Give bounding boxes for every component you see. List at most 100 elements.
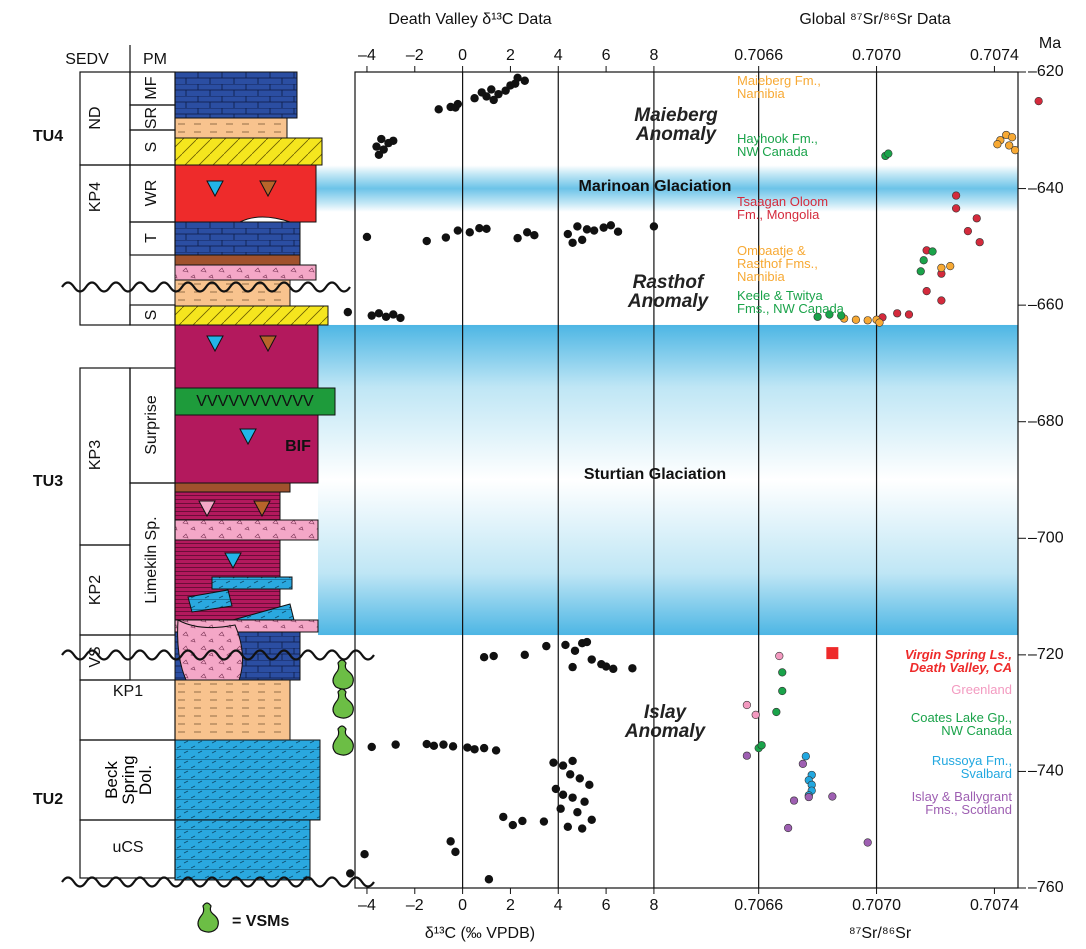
point <box>368 311 376 319</box>
point <box>576 774 584 782</box>
sedv-unit: VS <box>87 646 104 667</box>
point <box>905 311 913 319</box>
x-tick-label: 4 <box>554 47 563 64</box>
point <box>463 743 471 751</box>
point <box>994 140 1002 148</box>
point <box>938 264 946 272</box>
point <box>501 86 509 94</box>
point <box>799 760 807 768</box>
spanning-unit: KP1 <box>113 683 143 700</box>
y-tick-label: –620 <box>1028 63 1064 80</box>
x-axis-label: ⁸⁷Sr/⁸⁶Sr <box>849 925 912 942</box>
point <box>389 310 397 318</box>
point <box>923 287 931 295</box>
point <box>585 781 593 789</box>
point <box>752 711 760 719</box>
point <box>446 837 454 845</box>
point <box>518 817 526 825</box>
y-tick-label: –720 <box>1028 646 1064 663</box>
point <box>952 192 960 200</box>
lithology-label: BIF <box>285 438 311 455</box>
y-tick-label: –760 <box>1028 879 1064 896</box>
point <box>805 793 813 801</box>
point <box>599 223 607 231</box>
point <box>363 233 371 241</box>
point <box>375 309 383 317</box>
point <box>478 88 486 96</box>
point <box>938 297 946 305</box>
x-tick-label: 8 <box>649 47 658 64</box>
point <box>470 745 478 753</box>
lithology <box>175 740 320 820</box>
point <box>489 652 497 660</box>
point <box>778 687 786 695</box>
point <box>920 256 928 264</box>
legend-label: Greenland <box>951 683 1012 696</box>
lithology <box>175 820 310 880</box>
point <box>480 744 488 752</box>
lithology <box>212 577 292 589</box>
legend-label: Keele & Twitya Fms., NW Canada <box>737 289 844 315</box>
point <box>439 740 447 748</box>
x-tick-label: 0 <box>458 47 467 64</box>
point <box>876 319 884 327</box>
x-tick-label: –4 <box>358 897 376 914</box>
x-tick-label: 2 <box>506 47 515 64</box>
lithology <box>175 138 322 165</box>
point <box>485 875 493 883</box>
point <box>346 869 354 877</box>
point <box>487 85 495 93</box>
point <box>389 137 397 145</box>
pm-unit: S <box>143 142 160 153</box>
point <box>1008 133 1016 141</box>
point <box>802 752 810 760</box>
column-header: SEDV <box>65 51 109 68</box>
point <box>423 237 431 245</box>
point <box>475 224 483 232</box>
sedv-unit: KP3 <box>87 440 104 470</box>
lithology <box>175 222 300 255</box>
point <box>542 642 550 650</box>
legend-label: Hayhook Fm., NW Canada <box>737 132 818 158</box>
legend-label: Tsaagan Oloom Fm., Mongolia <box>737 195 828 221</box>
point <box>976 238 984 246</box>
x-tick-label: –2 <box>406 47 424 64</box>
point <box>778 669 786 677</box>
x-tick-label: 0.7066 <box>734 47 783 64</box>
x-tick-label: 0.7070 <box>852 47 901 64</box>
x-tick-label: 6 <box>602 47 611 64</box>
x-tick-label: 4 <box>554 897 563 914</box>
y-tick-label: –700 <box>1028 530 1064 547</box>
lithology <box>175 118 287 138</box>
x-axis-label: δ¹³C (‰ VPDB) <box>425 925 535 942</box>
point <box>509 821 517 829</box>
point <box>377 135 385 143</box>
legend-label: Maieberg Fm., Namibia <box>737 74 821 100</box>
point <box>885 150 893 158</box>
lithology <box>175 520 318 540</box>
point <box>521 651 529 659</box>
point <box>344 308 352 316</box>
pm-unit: MF <box>143 76 160 99</box>
pm-unit: SR <box>143 107 160 129</box>
lithology <box>175 165 316 222</box>
vsm-icon <box>333 660 353 689</box>
point <box>607 221 615 229</box>
point <box>454 226 462 234</box>
point <box>784 824 792 832</box>
point <box>482 225 490 233</box>
point <box>451 848 459 856</box>
point <box>430 742 438 750</box>
point <box>578 824 586 832</box>
lithology <box>175 483 290 492</box>
point <box>368 743 376 751</box>
x-tick-label: 2 <box>506 897 515 914</box>
point <box>499 813 507 821</box>
point <box>583 638 591 646</box>
x-tick-label: 0 <box>458 897 467 914</box>
point <box>1035 97 1043 105</box>
point <box>628 664 636 672</box>
chart-title: Death Valley δ¹³C Data <box>388 11 551 28</box>
point <box>391 740 399 748</box>
point <box>556 805 564 813</box>
